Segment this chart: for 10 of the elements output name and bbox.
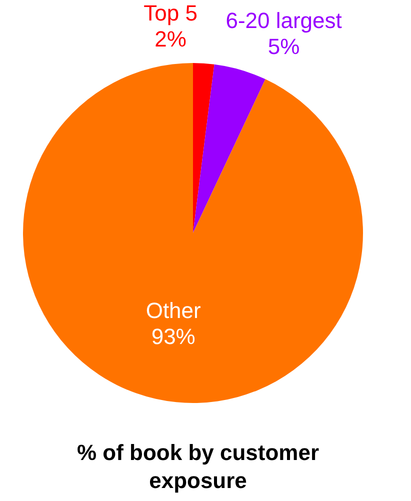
slice-label: Other [146, 298, 201, 323]
data-label: 2% [154, 26, 186, 52]
text: % of book by customer exposure [76, 440, 320, 493]
slice-label: 6-20 largest [226, 8, 342, 33]
slice-label: Top 5 [144, 0, 198, 26]
pie-slice [23, 63, 363, 403]
data-label: 93% [151, 324, 196, 349]
pie-slice [193, 64, 266, 233]
data-label: 5% [268, 34, 300, 59]
pie-slice [193, 63, 214, 233]
